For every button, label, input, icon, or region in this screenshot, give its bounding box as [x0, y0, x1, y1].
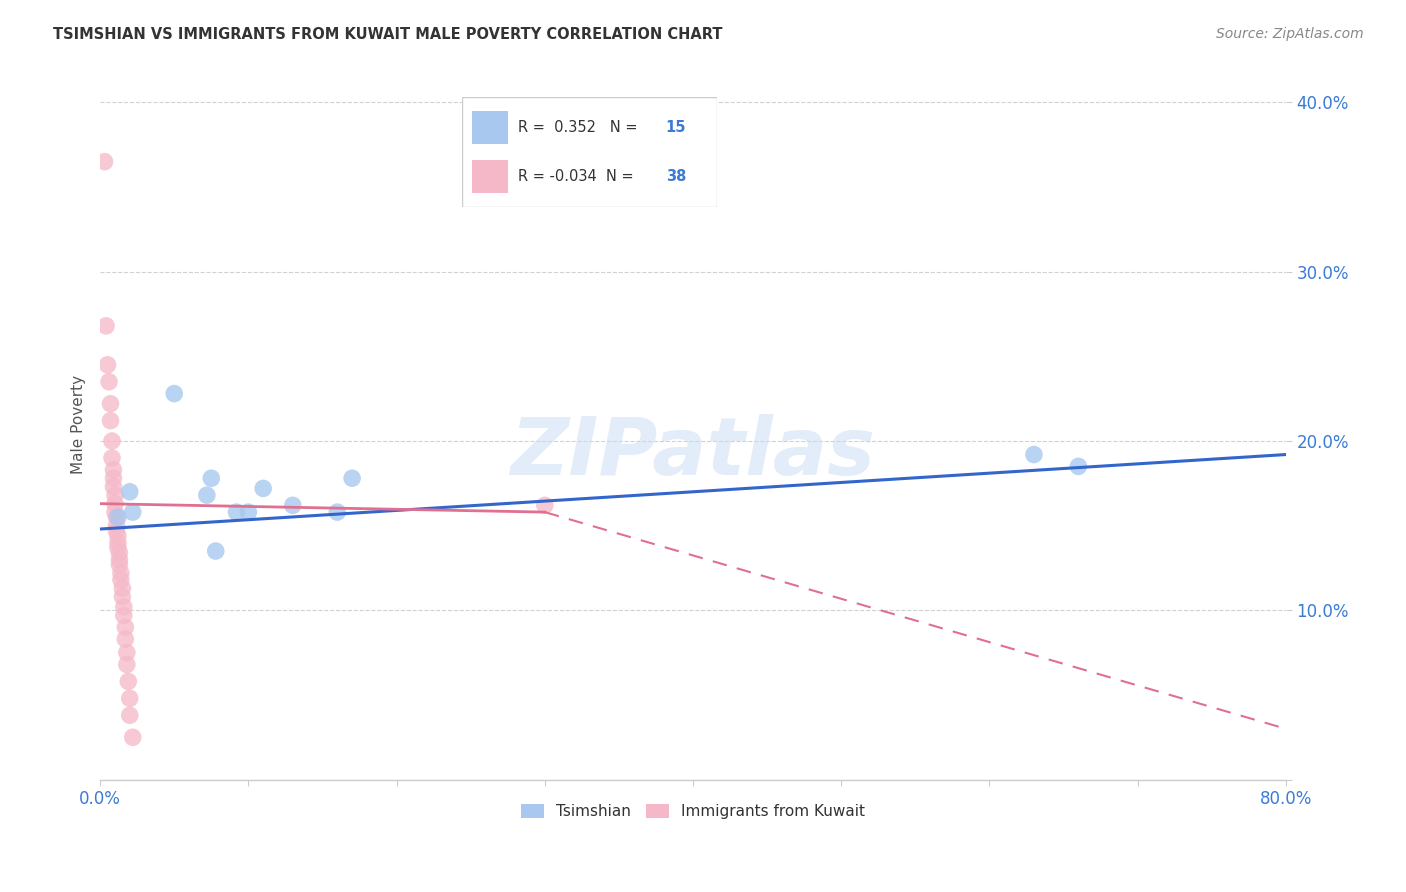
Point — [105, 524, 128, 538]
Point — [118, 484, 141, 499]
Point — [115, 657, 138, 672]
Point — [104, 488, 127, 502]
Point — [107, 529, 129, 543]
Point — [163, 386, 186, 401]
Point — [340, 471, 363, 485]
Point — [111, 590, 134, 604]
Point — [104, 497, 127, 511]
Point — [110, 566, 132, 580]
Y-axis label: Male Poverty: Male Poverty — [72, 375, 86, 474]
Point — [118, 691, 141, 706]
Point — [118, 708, 141, 723]
Point — [107, 510, 129, 524]
Point — [103, 471, 125, 485]
Point — [115, 646, 138, 660]
Point — [105, 510, 128, 524]
Point — [107, 535, 129, 549]
Point — [103, 480, 125, 494]
Point — [112, 599, 135, 614]
Point — [204, 544, 226, 558]
Point — [121, 731, 143, 745]
Point — [108, 546, 131, 560]
Text: Source: ZipAtlas.com: Source: ZipAtlas.com — [1216, 27, 1364, 41]
Point — [114, 620, 136, 634]
Point — [326, 505, 349, 519]
Point — [105, 518, 128, 533]
Point — [108, 558, 131, 572]
Point — [101, 450, 124, 465]
Point — [93, 154, 115, 169]
Point — [121, 505, 143, 519]
Point — [98, 375, 121, 389]
Point — [281, 499, 304, 513]
Point — [238, 505, 260, 519]
Point — [104, 505, 127, 519]
Point — [101, 434, 124, 448]
Legend: Tsimshian, Immigrants from Kuwait: Tsimshian, Immigrants from Kuwait — [515, 798, 872, 825]
Point — [107, 541, 129, 555]
Point — [111, 582, 134, 596]
Point — [96, 358, 118, 372]
Point — [200, 471, 222, 485]
Point — [103, 463, 125, 477]
Point — [112, 608, 135, 623]
Point — [108, 552, 131, 566]
Text: TSIMSHIAN VS IMMIGRANTS FROM KUWAIT MALE POVERTY CORRELATION CHART: TSIMSHIAN VS IMMIGRANTS FROM KUWAIT MALE… — [53, 27, 723, 42]
Point — [94, 318, 117, 333]
Point — [1022, 448, 1045, 462]
Point — [252, 482, 274, 496]
Point — [100, 414, 122, 428]
Point — [117, 674, 139, 689]
Point — [100, 397, 122, 411]
Point — [195, 488, 218, 502]
Point — [114, 632, 136, 646]
Point — [1067, 459, 1090, 474]
Point — [110, 573, 132, 587]
Text: ZIPatlas: ZIPatlas — [510, 414, 876, 491]
Point — [225, 505, 247, 519]
Point — [533, 499, 555, 513]
